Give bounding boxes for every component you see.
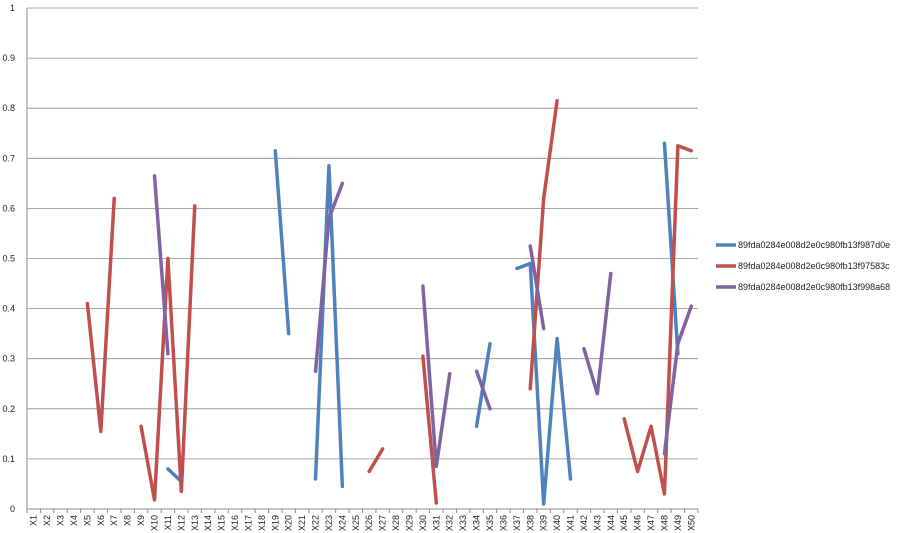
x-tick-label: X34 [472,515,482,531]
series-line-segment [85,196,116,434]
series-line-segment [313,181,345,373]
x-tick-label: X40 [552,515,562,531]
series-line-segment [662,304,694,456]
y-tick-label: 0 [10,504,15,514]
x-tick-label: X22 [311,515,321,531]
x-tick-label: X10 [149,515,159,531]
x-tick-label: X31 [431,515,441,531]
x-tick-label: X15 [217,515,227,531]
x-tick-label: X21 [297,515,307,531]
x-tick-label: X13 [190,515,200,531]
legend-item: 89fda0284e008d2e0c980fb13f987d0e [716,240,890,250]
series-1 [166,141,680,506]
x-tick-label: X26 [364,515,374,531]
series-line-segment [152,174,170,356]
x-tick-label: X11 [163,515,173,530]
x-tick-label: X41 [566,515,576,531]
series-3 [152,174,694,469]
x-tick-label: X38 [525,515,535,531]
x-tick-label: X32 [445,515,455,531]
series-line-segment [421,284,452,469]
x-tick-label: X48 [659,515,669,531]
x-tick-label: X35 [485,515,495,531]
series-lines [85,98,694,506]
x-tick-label: X27 [378,515,388,531]
x-tick-label: X49 [673,515,683,531]
x-tick-label: X17 [243,515,253,531]
x-tick-label: X33 [458,515,468,531]
y-tick-label: 1 [10,3,15,13]
x-tick-label: X4 [69,515,79,526]
series-line-segment [528,98,559,391]
x-tick-label: X28 [391,515,401,531]
series-line-segment [582,271,613,396]
x-tick-label: X46 [633,515,643,531]
x-tick-label: X9 [136,515,146,526]
x-tick-label: X2 [42,515,52,526]
x-tick-label: X24 [337,515,347,531]
x-tick-label: X44 [606,515,616,531]
x-tick-label: X8 [123,515,133,526]
series-2 [85,98,694,505]
x-tick-label: X16 [230,515,240,531]
series-line-segment [367,447,385,474]
y-axis: 0 0.1 0.2 0.3 0.4 0.5 0.6 0.7 0.8 0.9 1 [2,3,28,514]
x-tick-label: X47 [646,515,656,531]
series-line-segment [622,144,694,496]
x-tick-label: X1 [29,515,39,526]
series-line-segment [421,354,439,505]
legend-label: 89fda0284e008d2e0c980fb13f987d0e [738,240,890,250]
legend-item: 89fda0284e008d2e0c980fb13f998a68 [716,282,890,292]
y-tick-label: 0.4 [2,304,15,314]
x-tick-label: X50 [686,515,696,531]
x-tick-label: X18 [257,515,267,531]
x-tick-label: X30 [418,515,428,531]
series-line-segment [662,141,680,356]
x-tick-label: X37 [512,515,522,531]
y-tick-label: 0.8 [2,103,15,113]
y-tick-label: 0.2 [2,404,15,414]
legend: 89fda0284e008d2e0c980fb13f987d0e 89fda028… [716,240,890,292]
x-tick-label: X6 [96,515,106,526]
y-tick-label: 0.5 [2,254,15,264]
x-tick-label: X3 [56,515,66,526]
x-tick-label: X39 [539,515,549,531]
legend-label: 89fda0284e008d2e0c980fb13f998a68 [738,282,890,292]
grid-lines [27,7,698,460]
y-tick-label: 0.7 [2,153,15,163]
x-tick-label: X23 [324,515,334,531]
x-tick-label: X36 [498,515,508,531]
x-tick-label: X19 [270,515,280,531]
x-tick-label: X45 [619,515,629,531]
series-line-segment [515,261,573,506]
series-line-segment [474,369,492,411]
series-line-segment [273,149,291,336]
x-tick-label: X14 [203,515,213,531]
x-tick-label: X25 [351,515,361,531]
legend-label: 89fda0284e008d2e0c980fb13f97583c [738,261,890,271]
x-tick-label: X12 [176,515,186,531]
x-tick-label: X29 [404,515,414,531]
series-line-segment [528,244,546,331]
y-tick-label: 0.3 [2,354,15,364]
legend-item: 89fda0284e008d2e0c980fb13f97583c [716,261,890,271]
series-line-segment [139,204,197,502]
x-tick-label: X7 [109,515,119,526]
y-tick-label: 0.6 [2,203,15,213]
y-tick-label: 0.1 [2,454,15,464]
series-line-segment [313,164,345,489]
x-axis: X1 X2 X3 X4 X5 X6 X7 X8 X9 X10 X11 X12 X13 X14 X15 X16 X… [26,508,699,531]
x-tick-label: X42 [579,515,589,531]
x-tick-label: X20 [284,515,294,531]
y-tick-label: 0.9 [2,53,15,63]
x-tick-label: X43 [592,515,602,531]
x-tick-label: X5 [82,515,92,526]
